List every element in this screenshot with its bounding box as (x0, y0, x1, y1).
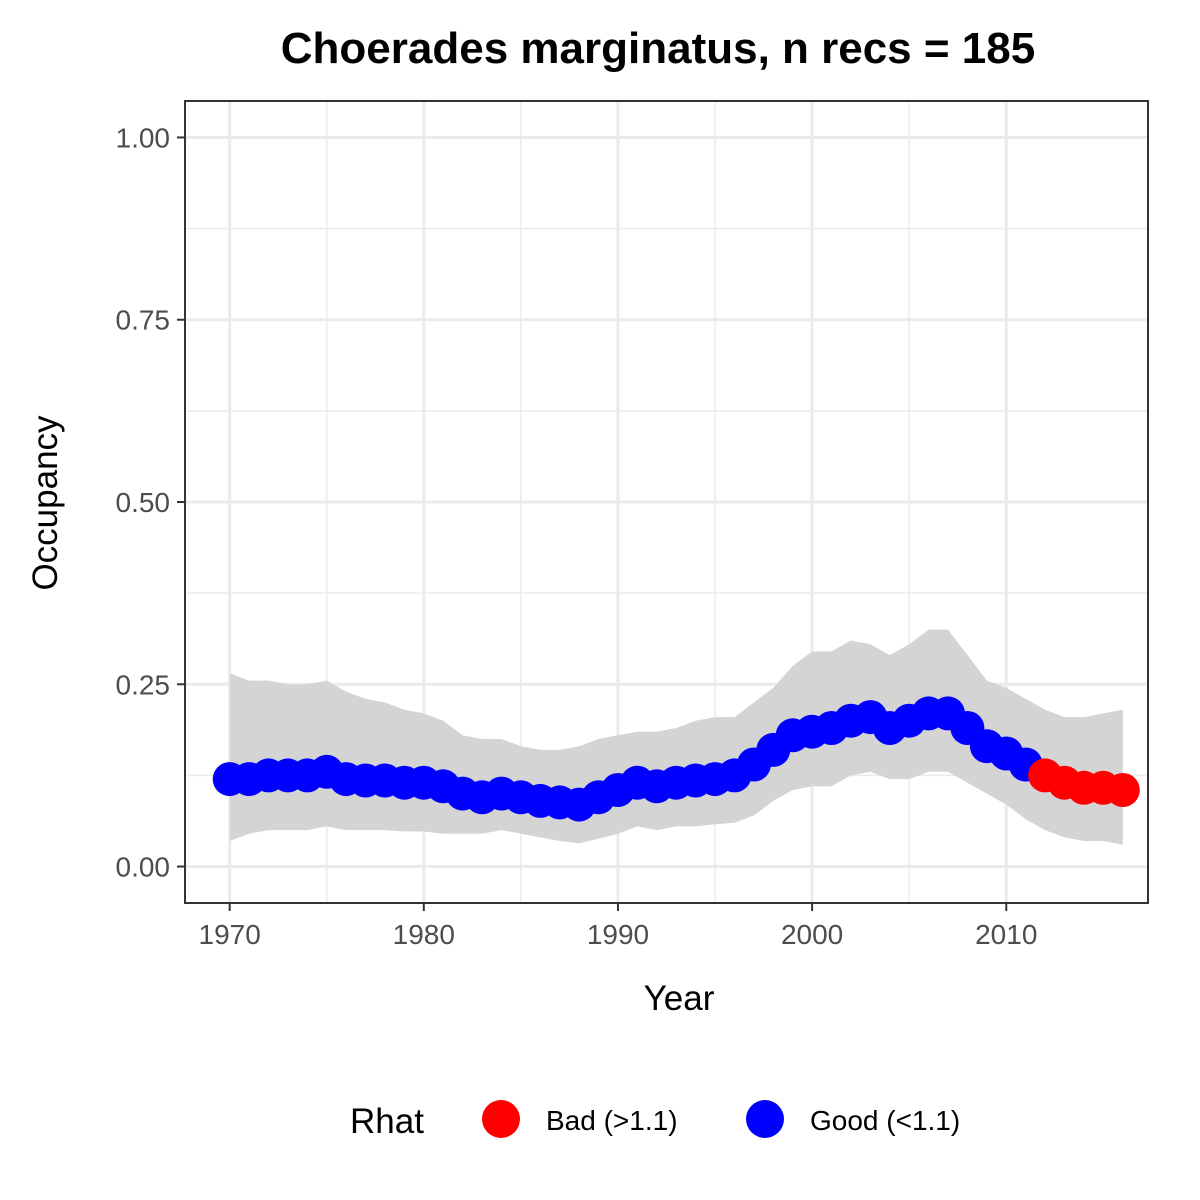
legend-title: Rhat (350, 1102, 424, 1141)
legend: Rhat Bad (>1.1) Good (<1.1) (350, 1100, 960, 1141)
legend-key-bad (482, 1100, 520, 1138)
x-tick-label: 1970 (199, 919, 261, 950)
x-axis-title: Year (644, 979, 715, 1018)
y-tick-label: 1.00 (116, 122, 171, 153)
x-tick-label: 2010 (975, 919, 1037, 950)
y-axis: 0.00 0.25 0.50 0.75 1.00 (116, 122, 185, 883)
x-tick-label: 1980 (393, 919, 455, 950)
y-tick-label: 0.75 (116, 305, 171, 336)
legend-label-good: Good (<1.1) (810, 1105, 960, 1136)
y-tick-label: 0.50 (116, 487, 171, 518)
legend-key-good (746, 1100, 784, 1138)
legend-label-bad: Bad (>1.1) (546, 1105, 678, 1136)
x-axis: 1970 1980 1990 2000 2010 (199, 903, 1037, 950)
data-points (212, 696, 1140, 822)
chart-title: Choerades marginatus, n recs = 185 (281, 24, 1035, 73)
y-axis-title: Occupancy (26, 415, 65, 591)
x-tick-label: 1990 (587, 919, 649, 950)
data-point-bad (1105, 773, 1140, 807)
y-tick-label: 0.25 (116, 669, 171, 700)
y-tick-label: 0.00 (116, 852, 171, 883)
x-tick-label: 2000 (781, 919, 843, 950)
